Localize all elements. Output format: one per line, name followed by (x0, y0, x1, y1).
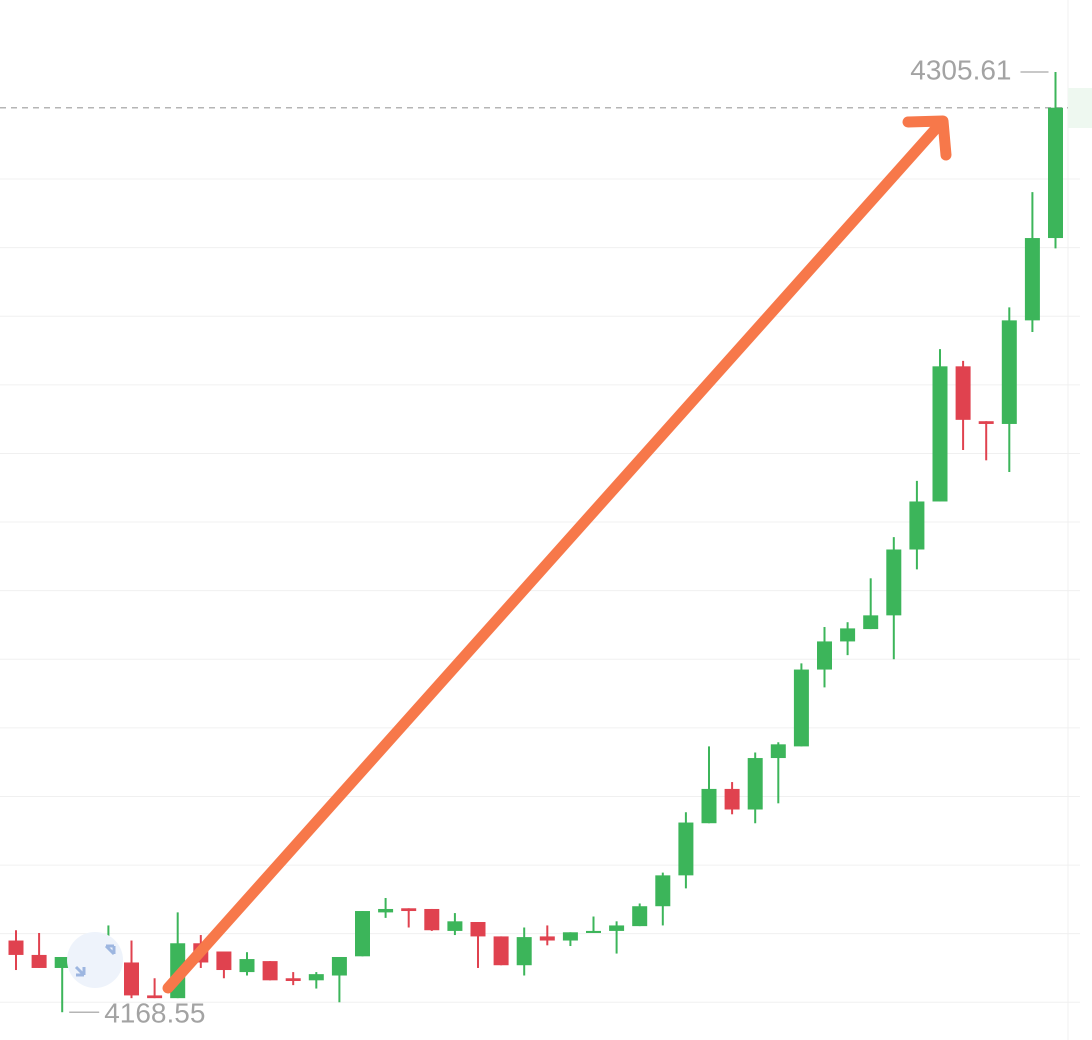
high-label: 4305.61 (910, 54, 1011, 85)
candle-body (562, 932, 578, 941)
candle-body (539, 936, 555, 941)
candle-body (1001, 320, 1017, 424)
candle-body (655, 875, 671, 907)
trend-arrow (162, 115, 952, 994)
candle-body (1024, 238, 1040, 321)
grid (0, 106, 1080, 1003)
candle-body (124, 962, 139, 996)
candle-body (147, 995, 163, 999)
icon (67, 932, 123, 988)
candle-body (516, 937, 532, 966)
candle-body (724, 788, 740, 810)
candle-body (609, 925, 625, 931)
candle-body (978, 421, 994, 424)
candle-body (1048, 107, 1063, 239)
price-tag (1068, 88, 1092, 128)
candle-body (632, 906, 648, 927)
candle-body (331, 956, 347, 976)
candle-body (770, 744, 786, 759)
candle-body (424, 908, 440, 931)
candle-body (470, 922, 486, 937)
candle-body (817, 641, 832, 670)
candle-body (31, 954, 47, 968)
candles (8, 71, 1063, 1013)
candle-body (840, 628, 856, 642)
candle-body (793, 669, 809, 747)
candle-body (239, 959, 255, 973)
candle-body (308, 974, 324, 981)
candle-body (678, 822, 694, 876)
candle-body (8, 940, 24, 955)
low-label: 4168.55 (104, 998, 205, 1029)
candle-body (378, 908, 394, 913)
candle-body (886, 549, 902, 616)
candle-body (493, 936, 509, 966)
candle-body (701, 788, 717, 824)
candle-body (447, 921, 463, 931)
candle-body (909, 501, 925, 550)
candle-body (932, 366, 948, 502)
candle-body (262, 961, 278, 981)
candle-body (863, 615, 879, 630)
candle-body (401, 908, 417, 912)
candle-body (747, 758, 763, 810)
candle-body (54, 956, 70, 968)
labels: 4305.61 4168.55 (69, 54, 1049, 1029)
candle-body (955, 366, 971, 420)
candle-body (355, 911, 370, 957)
candle-body (285, 978, 301, 982)
candle-body (586, 930, 601, 933)
candle-body (216, 951, 232, 971)
